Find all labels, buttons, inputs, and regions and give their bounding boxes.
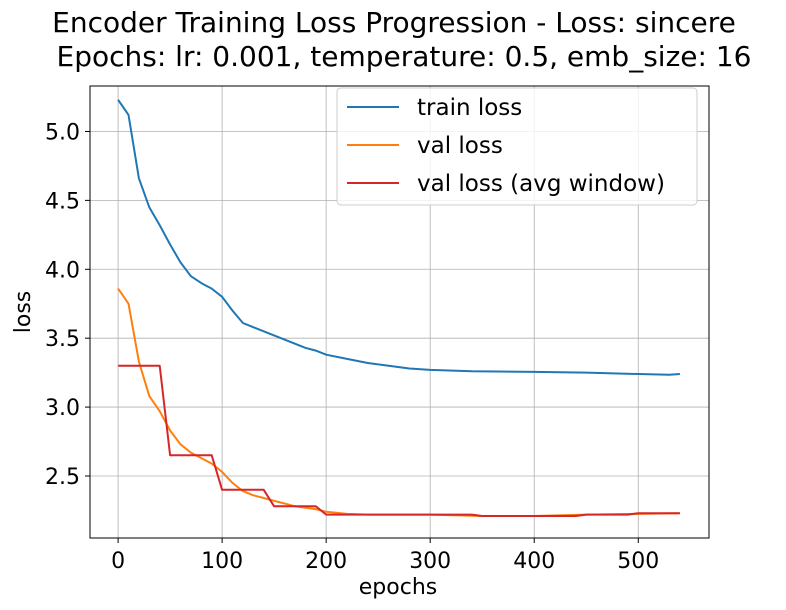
series-line-2 bbox=[117, 288, 680, 517]
y-tick-label: 4.0 bbox=[45, 258, 80, 283]
series-line-1 bbox=[117, 99, 680, 376]
x-tick-label: 300 bbox=[409, 549, 451, 574]
legend-label: train loss bbox=[417, 95, 522, 121]
y-tick-label: 3.0 bbox=[45, 396, 80, 421]
axis-ticks: 0 100 200 300 400 500 2.5 3.0 3.5 4.0 4.5 5.0 bbox=[45, 120, 659, 574]
y-tick-label: 4.5 bbox=[45, 189, 80, 214]
series-line-3 bbox=[118, 364, 680, 517]
y-tick-label: 2.5 bbox=[45, 465, 80, 490]
y-tick-label: 5.0 bbox=[45, 120, 80, 145]
y-tick-label: 3.5 bbox=[45, 327, 80, 352]
legend-label: val loss bbox=[417, 133, 503, 159]
legend-label: val loss (avg window) bbox=[417, 171, 665, 197]
y-axis-label: loss bbox=[11, 291, 36, 334]
x-tick-label: 0 bbox=[111, 549, 125, 574]
chart-title-line2: Epochs: lr: 0.001, temperature: 0.5, emb… bbox=[57, 40, 752, 73]
chart-title-line1: Encoder Training Loss Progression - Loss… bbox=[52, 6, 736, 39]
x-tick-label: 500 bbox=[617, 549, 659, 574]
x-tick-label: 100 bbox=[201, 549, 243, 574]
x-axis-label: epochs bbox=[359, 575, 437, 600]
x-tick-label: 400 bbox=[513, 549, 555, 574]
legend-box bbox=[336, 87, 698, 206]
series-lines bbox=[117, 99, 680, 517]
x-tick-label: 200 bbox=[305, 549, 347, 574]
legend: train loss val loss val loss (avg window) bbox=[336, 87, 698, 206]
plot-area-frame bbox=[89, 85, 710, 539]
